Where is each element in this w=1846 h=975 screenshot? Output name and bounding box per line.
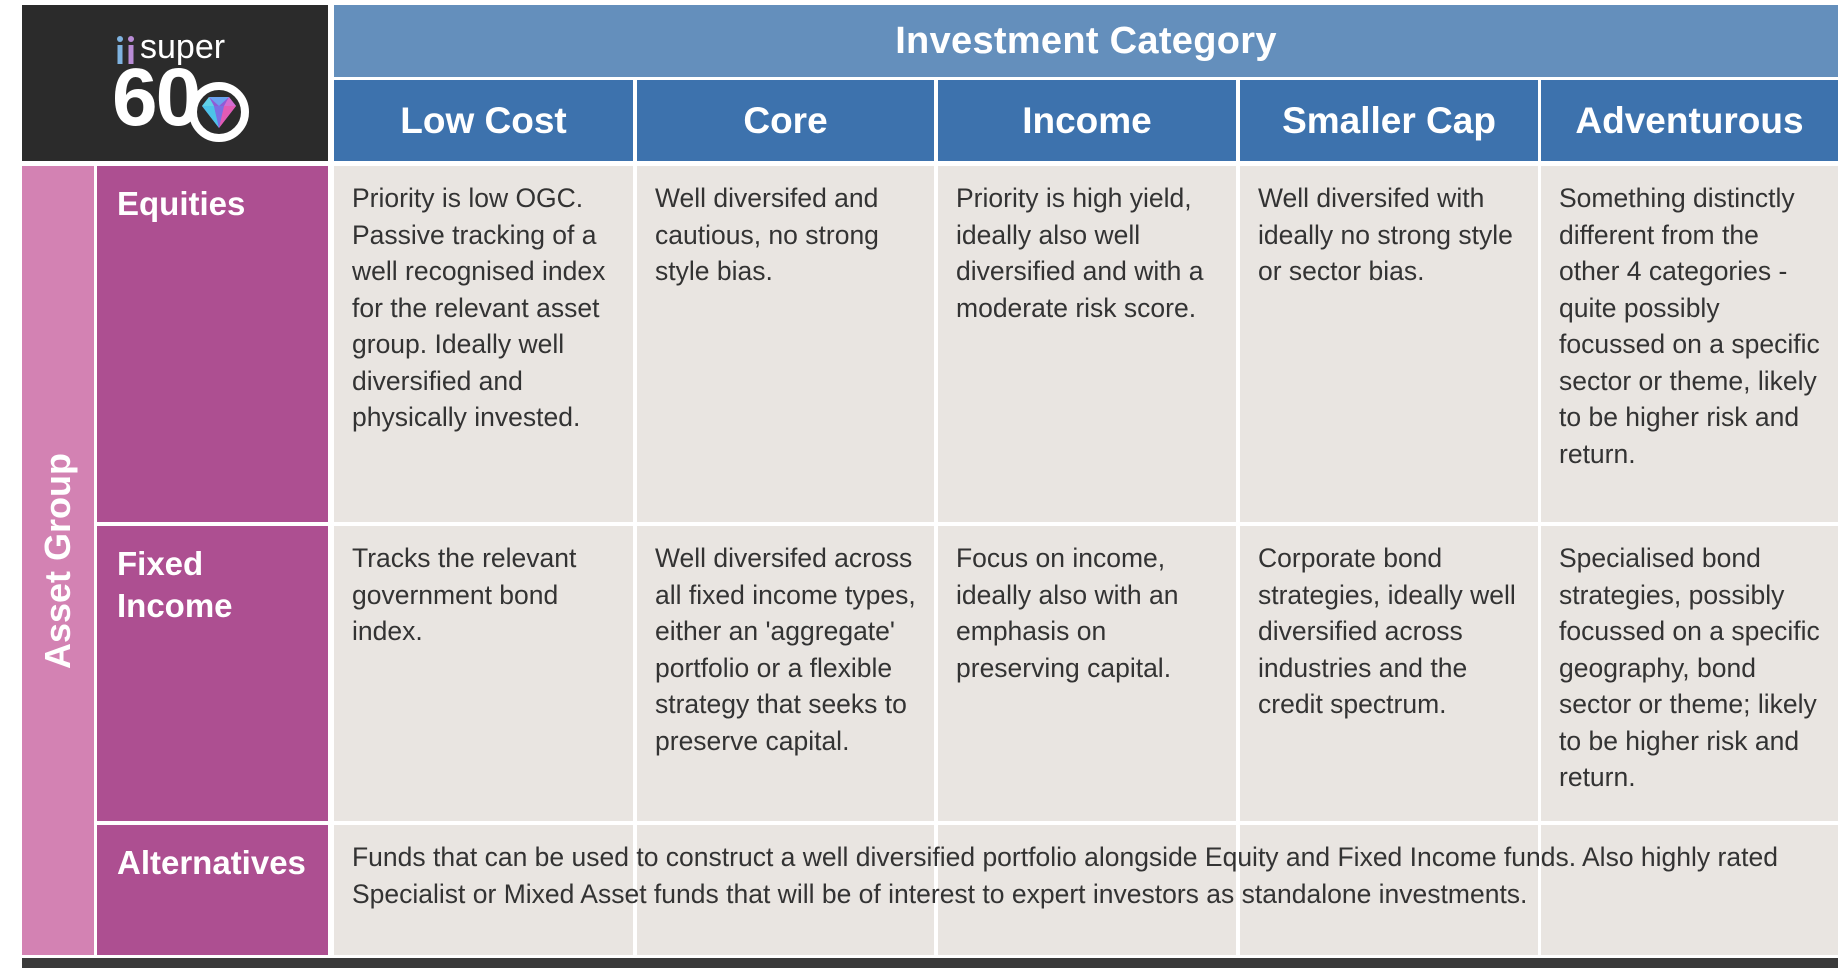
cell-equities-core: Well diversifed and cautious, no strong … <box>637 166 934 522</box>
logo-number: 60 <box>112 52 201 143</box>
cell-alternatives-description: Funds that can be used to construct a we… <box>352 842 1778 909</box>
cell-fixed-income-low-cost: Tracks the relevant government bond inde… <box>334 526 633 821</box>
super-60-logo: super 60 <box>22 5 328 161</box>
alternatives-bg-segment <box>1240 825 1538 955</box>
cell-fixed-income-smaller-cap: Corporate bond strategies, ideally well … <box>1240 526 1538 821</box>
cell-fixed-income-income: Focus on income, ideally also with an em… <box>938 526 1236 821</box>
cell-fixed-income-adventurous: Specialised bond strategies, possibly fo… <box>1541 526 1838 821</box>
cell-equities-income: Priority is high yield, ideally also wel… <box>938 166 1236 522</box>
column-header-low-cost: Low Cost <box>334 80 633 161</box>
alternatives-bg-segment <box>1541 825 1838 955</box>
cell-equities-low-cost: Priority is low OGC. Passive tracking of… <box>334 166 633 522</box>
column-header-smaller-cap: Smaller Cap <box>1240 80 1538 161</box>
row-header-equities: Equities <box>97 166 328 522</box>
row-header-fixed-income: Fixed Income <box>97 526 328 821</box>
row-header-alternatives: Alternatives <box>97 825 328 955</box>
alternatives-bg-segment <box>938 825 1236 955</box>
asset-group-label: Asset Group <box>37 452 78 669</box>
column-header-adventurous: Adventurous <box>1541 80 1838 161</box>
cell-fixed-income-core: Well diversifed across all fixed income … <box>637 526 934 821</box>
cell-equities-smaller-cap: Well diversifed with ideally no strong s… <box>1240 166 1538 522</box>
diamond-gem-icon <box>189 82 249 142</box>
ii-logo-icon <box>117 36 134 64</box>
alternatives-bg-segment <box>334 825 633 955</box>
logo-word: super <box>140 28 226 66</box>
investment-category-header: Investment Category <box>334 5 1838 77</box>
bottom-divider <box>22 958 1838 968</box>
asset-group-axis: Asset Group <box>22 166 94 955</box>
column-header-income: Income <box>938 80 1236 161</box>
alternatives-bg-segment <box>637 825 934 955</box>
column-header-core: Core <box>637 80 934 161</box>
cell-equities-adventurous: Something distinctly different from the … <box>1541 166 1838 522</box>
